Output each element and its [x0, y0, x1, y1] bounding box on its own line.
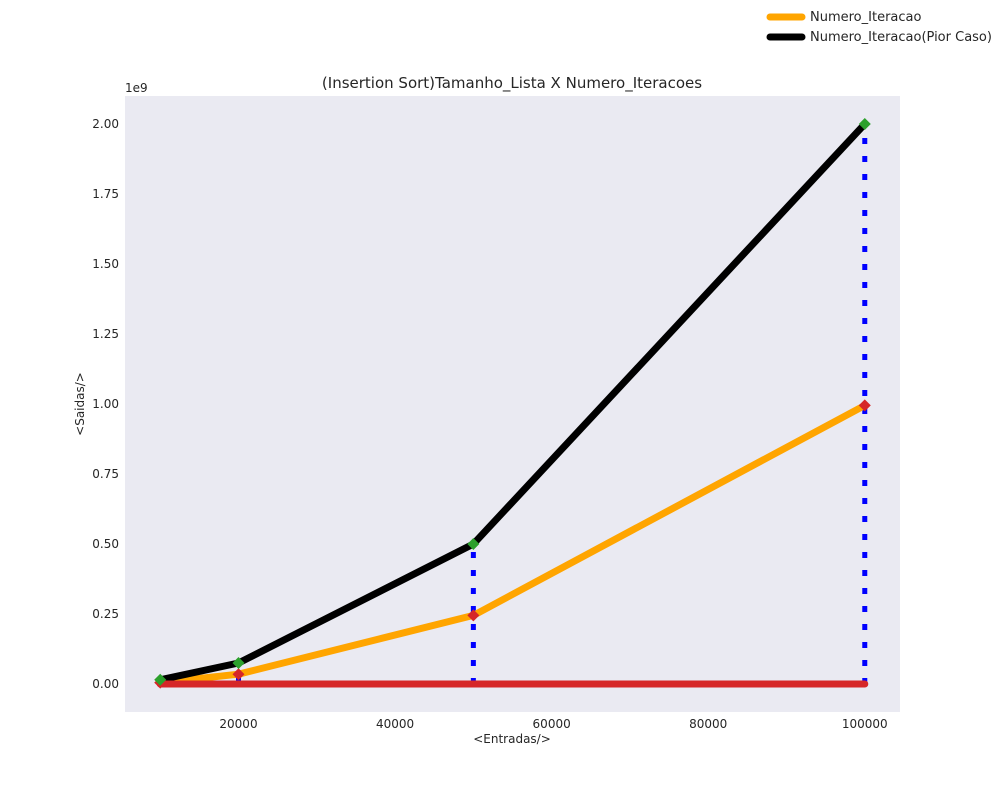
y-tick-label: 0.50	[92, 537, 119, 551]
x-tick-label: 20000	[219, 717, 257, 731]
legend-label: Numero_Iteracao(Pior Caso)	[810, 30, 992, 45]
series-markers	[154, 118, 871, 689]
y-tick-label: 0.00	[92, 677, 119, 691]
y-tick-label: 0.25	[92, 607, 119, 621]
y-tick-label: 1.75	[92, 187, 119, 201]
data-point-marker	[232, 668, 245, 681]
y-tick-label: 1.25	[92, 327, 119, 341]
x-tick-label: 100000	[842, 717, 888, 731]
y-axis-label: <Saidas/>	[73, 372, 87, 436]
data-point-marker	[154, 673, 167, 686]
y-tick-labels: 0.00 0.25 0.50 0.75 1.00 1.25 1.50 1.75 2.00	[92, 117, 119, 691]
x-tick-label: 60000	[533, 717, 571, 731]
x-tick-label: 40000	[376, 717, 414, 731]
legend: Numero_Iteracao Numero_Iteracao(Pior Caso…	[766, 10, 992, 45]
data-point-marker	[232, 657, 245, 669]
legend-label: Numero_Iteracao	[810, 10, 921, 25]
data-point-marker	[467, 609, 480, 622]
y-offset-label: 1e9	[125, 81, 148, 95]
data-point-marker	[858, 399, 871, 412]
series-line	[156, 401, 869, 687]
series-line	[156, 120, 869, 684]
plot-area	[125, 96, 900, 712]
x-tick-labels: 20000 40000 60000 80000 100000	[219, 717, 887, 731]
x-tick-label: 80000	[689, 717, 727, 731]
data-point-marker	[858, 118, 871, 130]
x-axis-label: <Entradas/>	[473, 732, 551, 746]
y-tick-label: 2.00	[92, 117, 119, 131]
series-lines	[156, 120, 869, 688]
y-tick-label: 0.75	[92, 467, 119, 481]
chart-title: (Insertion Sort)Tamanho_Lista X Numero_I…	[322, 74, 702, 93]
data-point-marker	[467, 538, 480, 550]
y-tick-label: 1.50	[92, 257, 119, 271]
y-tick-label: 1.00	[92, 397, 119, 411]
